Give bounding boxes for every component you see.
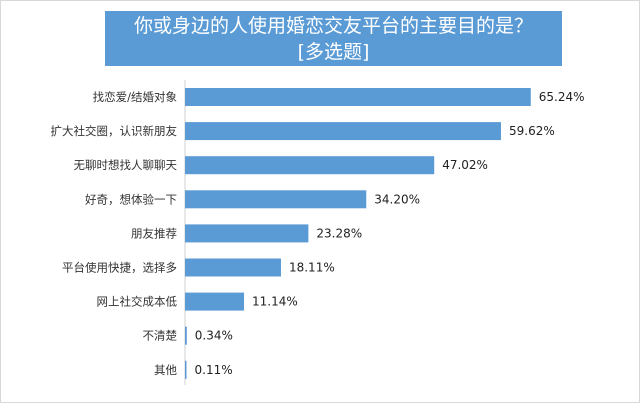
category-label: 平台使用快捷，选择多: [62, 261, 177, 275]
data-label: 34.20%: [374, 192, 420, 206]
data-label: 47.02%: [442, 158, 488, 172]
category-label: 无聊时想找人聊聊天: [74, 158, 178, 172]
data-label: 23.28%: [316, 226, 362, 240]
category-label: 网上社交成本低: [97, 295, 178, 309]
bar: [185, 88, 531, 106]
category-label: 好奇，想体验一下: [85, 192, 177, 206]
bar: [185, 258, 281, 277]
category-label: 找恋爱/结婚对象: [93, 90, 177, 104]
chart-subtitle: [多选题]: [297, 41, 370, 63]
data-label: 59.62%: [509, 124, 555, 138]
bar: [185, 156, 435, 175]
data-label: 0.34%: [195, 329, 233, 343]
category-label: 不清楚: [143, 329, 178, 343]
bar: [185, 122, 501, 141]
data-label: 11.14%: [252, 295, 298, 309]
bar: [185, 326, 187, 345]
bar: [185, 224, 309, 243]
data-label: 0.11%: [195, 363, 233, 377]
bar: [185, 190, 367, 209]
data-label: 18.11%: [289, 261, 335, 275]
bar: [185, 292, 245, 311]
chart-title-box: 你或身边的人使用婚恋交友平台的主要目的是？ [多选题]: [105, 11, 562, 66]
category-label: 扩大社交圈，认识新朋友: [51, 124, 178, 138]
bar: [185, 360, 187, 379]
data-label: 65.24%: [539, 90, 585, 104]
chart-title: 你或身边的人使用婚恋交友平台的主要目的是？: [133, 15, 533, 37]
category-label: 其他: [154, 363, 177, 377]
category-label: 朋友推荐: [131, 226, 177, 240]
